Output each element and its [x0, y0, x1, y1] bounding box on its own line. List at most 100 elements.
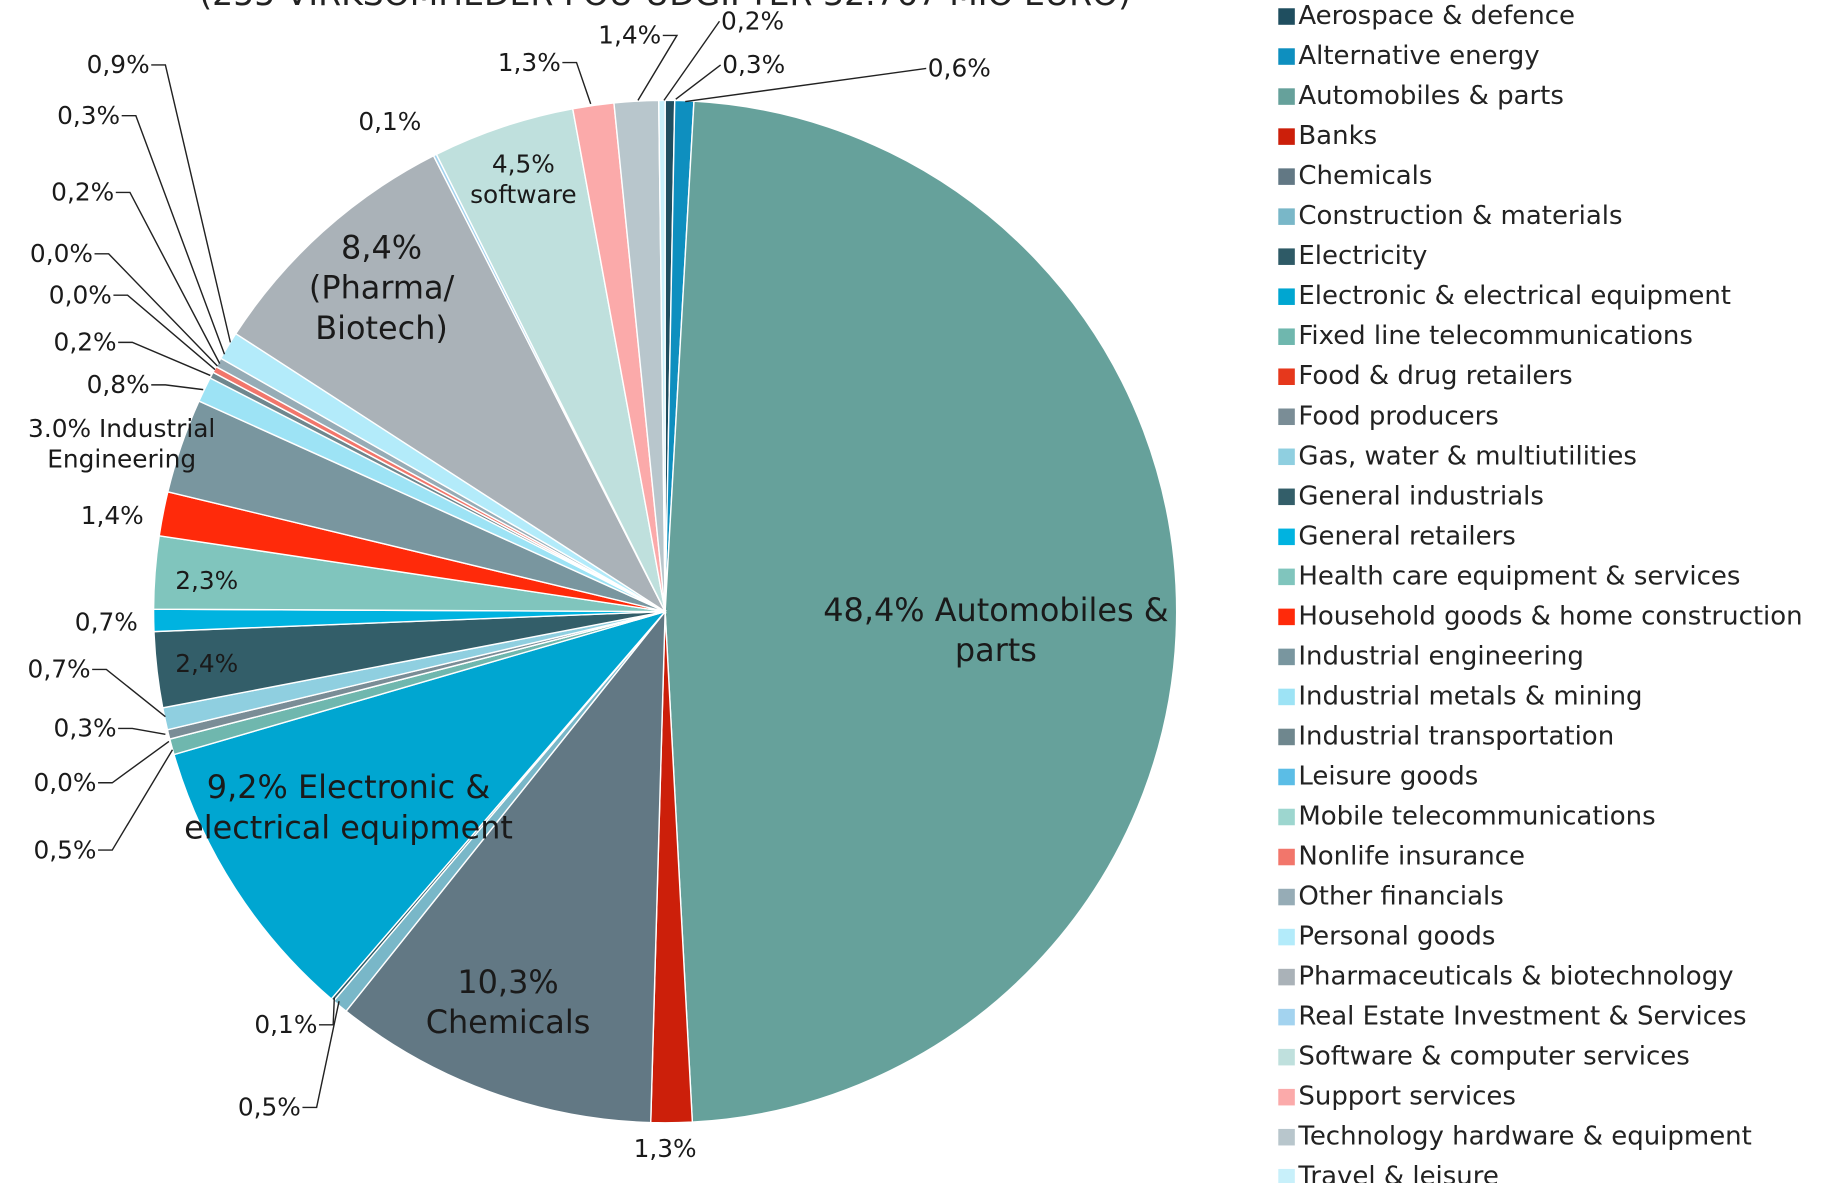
pie-slice: [345, 609, 666, 1124]
data-label-box: 1,3%: [633, 1134, 697, 1163]
legend-label: Nonlife insurance: [1298, 842, 1525, 872]
data-label: 48,4% Automobiles & parts: [823, 592, 1169, 670]
data-label: 0,6%: [927, 54, 991, 83]
data-label-box: 0,5%: [33, 835, 97, 865]
data-label: 0,0%: [48, 280, 112, 310]
leader-line: [675, 64, 722, 100]
leader-line: [115, 191, 221, 364]
legend-label: Technology hardware & equipment: [1297, 1122, 1751, 1152]
data-label-box: 2,4%: [175, 649, 239, 678]
legend-label: General industrials: [1298, 481, 1544, 511]
data-label: 0,1%: [358, 107, 422, 136]
data-label-box: 0,8%: [86, 370, 150, 399]
leader-line: [94, 253, 218, 367]
legend-swatch: [1278, 968, 1295, 986]
legend-swatch: [1278, 528, 1295, 546]
data-label: 0,3%: [722, 50, 786, 79]
data-label: 0,2%: [51, 178, 115, 207]
data-label: 0,1%: [254, 1010, 318, 1039]
legend-label: Construction & materials: [1298, 201, 1622, 231]
data-label-box: 1,3%: [498, 48, 561, 76]
data-label: 2,3%: [175, 566, 239, 595]
leader-line: [663, 20, 721, 101]
legend-label: Other financials: [1298, 882, 1503, 912]
leader-line: [151, 384, 204, 391]
legend-swatch: [1278, 568, 1295, 586]
legend-swatch: [1278, 1128, 1295, 1146]
legend-label: Gas, water & multiutilities: [1298, 441, 1637, 471]
leader-line: [98, 749, 174, 851]
data-label-box: 0,2%: [51, 178, 115, 207]
data-label: 0,5%: [33, 835, 97, 865]
legend-swatch: [1278, 48, 1295, 65]
leader-line: [98, 740, 170, 784]
legend-swatch: [1278, 1088, 1295, 1106]
data-label-box: 0,2%: [721, 6, 785, 36]
pie-slice: [173, 610, 668, 1000]
legend-swatch: [1278, 408, 1295, 426]
leader-line: [562, 61, 592, 105]
data-label: 0,3%: [57, 101, 121, 130]
legend-label: Real Estate Investment & Services: [1298, 1002, 1746, 1032]
legend-label: Automobiles & parts: [1298, 81, 1564, 111]
legend-label: Electricity: [1298, 241, 1427, 271]
data-label: 0,8%: [86, 370, 150, 399]
data-label: 9,2% Electronic & electrical equipment: [184, 770, 513, 847]
data-label-box: 0,9%: [87, 51, 150, 79]
data-label: 0,0%: [29, 239, 93, 268]
data-label-box: 0,0%: [29, 239, 93, 268]
data-label: 0,2%: [721, 6, 785, 36]
legend-swatch: [1278, 168, 1295, 185]
data-label-box: 0,2%: [53, 328, 117, 357]
data-label: 0,2%: [53, 328, 117, 357]
data-label-box: 0,3%: [57, 101, 121, 130]
data-label-box: 0,3%: [722, 50, 786, 79]
pie-slice: [658, 99, 666, 612]
legend-label: Food producers: [1298, 401, 1498, 431]
legend-swatch: [1278, 648, 1295, 666]
data-label: 8,4% (Pharma/ Biotech): [308, 230, 455, 347]
legend-swatch: [1278, 448, 1295, 466]
data-label-box: 0,7%: [75, 608, 138, 636]
legend-label: Banks: [1298, 121, 1377, 151]
legend-swatch: [1278, 208, 1295, 225]
data-label: 0,7%: [27, 655, 91, 684]
data-label-box: 0,7%: [27, 655, 91, 684]
legend-label: Leisure goods: [1298, 761, 1478, 791]
legend-swatch: [1278, 928, 1295, 946]
data-label: 1,4%: [80, 501, 144, 530]
data-label-box: 3.0% Industrial Engineering: [28, 414, 216, 474]
legend-swatch: [1278, 368, 1295, 386]
data-label: 3.0% Industrial Engineering: [28, 414, 216, 474]
legend-label: Household goods & home construction: [1298, 601, 1802, 631]
legend-label: Mobile telecommunications: [1298, 802, 1655, 832]
leader-line: [151, 64, 232, 343]
legend-label: Electronic & electrical equipment: [1298, 281, 1731, 311]
data-label-box: 0,0%: [48, 280, 112, 310]
data-label: 0,0%: [33, 768, 97, 797]
leader-line: [118, 341, 211, 377]
leader-line: [121, 114, 226, 355]
chart-title: (255 VIRKSOMHEDER FOU-UDGIFTER 32.767 MI…: [199, 0, 1131, 13]
legend-label: Pharmaceuticals & biotechnology: [1298, 962, 1733, 992]
legend-label: Food & drug retailers: [1298, 361, 1572, 391]
data-label-box: 4,5% software: [470, 150, 577, 209]
leader-line: [302, 1001, 340, 1109]
legend-swatch: [1278, 808, 1295, 826]
legend-label: Personal goods: [1298, 922, 1495, 952]
legend-swatch: [1278, 1048, 1295, 1066]
data-label-box: 1,4%: [80, 501, 144, 530]
data-label-box: 10,3% Chemicals: [425, 964, 591, 1042]
legend-label: Travel & leisure: [1297, 1162, 1499, 1183]
data-label: 1,3%: [633, 1134, 697, 1163]
data-label-box: 0,3%: [54, 714, 117, 742]
leader-line: [118, 727, 166, 736]
data-label-box: 9,2% Electronic & electrical equipment: [184, 770, 513, 847]
legend-swatch: [1278, 1008, 1295, 1026]
data-label-box: 0,0%: [33, 768, 97, 797]
legend-swatch: [1278, 848, 1295, 866]
data-label-box: 1,4%: [598, 21, 661, 49]
data-label: 10,3% Chemicals: [425, 964, 591, 1042]
data-label: 2,4%: [175, 649, 239, 678]
data-label-box: 2,3%: [175, 566, 239, 595]
